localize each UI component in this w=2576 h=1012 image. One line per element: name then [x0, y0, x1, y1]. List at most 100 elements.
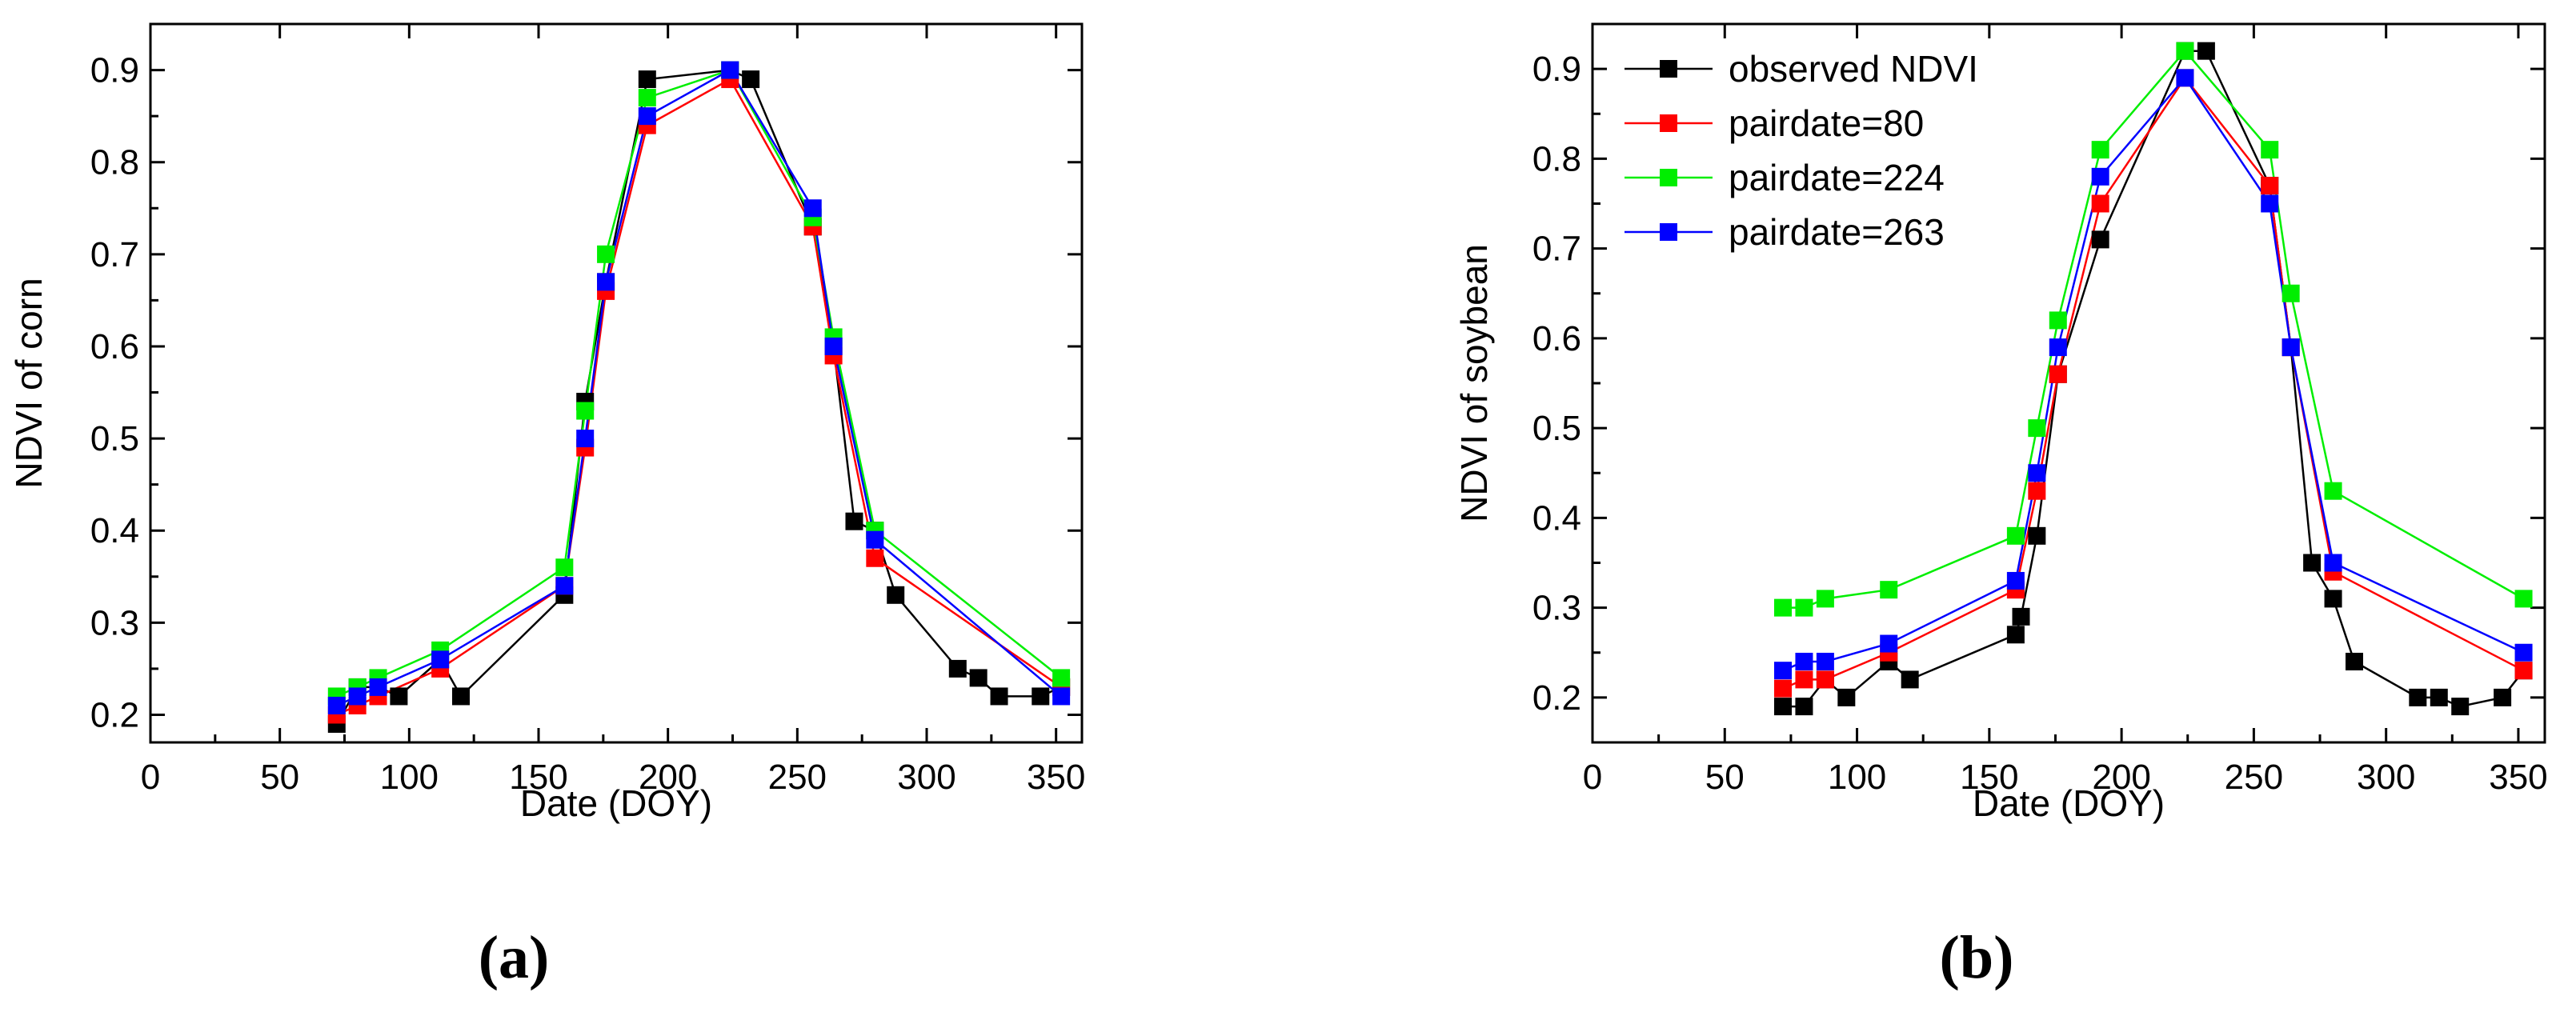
pa-x-tick-label: 250 [768, 758, 827, 797]
pb-data-point-s1 [2028, 482, 2046, 500]
pb-data-point-s2 [2282, 284, 2300, 302]
pa-x-tick-label: 150 [509, 758, 567, 797]
pb-data-point-s0 [2303, 554, 2322, 572]
pb-data-point-s2 [2028, 419, 2046, 438]
pb-data-point-s0 [2346, 652, 2363, 670]
pa-y-tick-label: 0.2 [90, 695, 139, 734]
pa-data-point-s3 [824, 337, 843, 355]
pb-series-line-0 [1783, 50, 2525, 708]
pb-data-point-s0 [1774, 698, 1792, 716]
pa-data-point-s0 [948, 659, 967, 678]
panel-b-chart: 0 50 100 150 200 250 300 350 0.2 0.3 0.4 0.5 0.6 0.7 0… [1453, 22, 2548, 824]
pb-data-point-s3 [2049, 338, 2067, 357]
pb-data-point-s3 [2006, 571, 2025, 590]
pb-y-tick-label: 0.2 [1532, 678, 1581, 718]
pb-y-tick-label: 0.9 [1532, 50, 1581, 89]
pb-x-tick-label: 100 [1828, 758, 1886, 797]
pb-x-tick-label: 250 [2225, 758, 2283, 797]
pa-x-tick-label: 50 [260, 758, 299, 797]
pa-data-point-s0 [887, 586, 905, 604]
pa-y-tick-label: 0.8 [90, 143, 139, 182]
pa-x-tick-label: 0 [141, 758, 160, 797]
pb-legend-marker-1 [1660, 114, 1677, 132]
pa-series-line-1 [336, 78, 1062, 716]
pb-y-tick-label: 0.8 [1532, 139, 1581, 178]
pa-y-tick-label: 0.9 [90, 51, 139, 90]
pa-data-point-s3 [576, 430, 595, 448]
pa-data-point-s0 [990, 687, 1008, 706]
pb-legend-label-2: pairdate=224 [1729, 157, 1945, 198]
pa-series-line-3 [336, 68, 1062, 707]
panel-a-label: (a) [479, 924, 550, 991]
pb-data-point-s2 [2514, 590, 2533, 608]
pb-data-point-s1 [2049, 365, 2067, 383]
pb-data-point-s3 [2324, 554, 2342, 572]
pa-data-point-s3 [866, 530, 884, 549]
pb-data-point-s3 [2261, 194, 2279, 213]
pa-series-line-0 [335, 69, 1062, 725]
pa-x-tick-label: 350 [1027, 758, 1085, 797]
pa-data-point-s2 [597, 245, 615, 263]
pa-data-point-s3 [803, 199, 822, 218]
pb-y-tick-label: 0.6 [1532, 319, 1581, 358]
pb-data-point-s3 [2282, 338, 2300, 357]
pb-data-point-s3 [2028, 464, 2046, 482]
pb-data-point-s0 [2494, 688, 2512, 706]
pb-data-point-s0 [2028, 526, 2046, 545]
pb-data-point-s3 [1774, 662, 1792, 680]
pb-data-point-s3 [2176, 69, 2194, 87]
pb-data-point-s1 [2261, 177, 2279, 195]
pa-series-line-2 [336, 69, 1062, 698]
pa-data-point-s0 [390, 687, 408, 706]
pb-data-point-s2 [2176, 42, 2194, 60]
pb-data-point-s0 [1837, 688, 1856, 706]
panel-b-label: (b) [1940, 924, 2014, 991]
pb-legend-label-3: pairdate=263 [1729, 211, 1945, 253]
pb-y-tick-label: 0.3 [1532, 589, 1581, 628]
pb-data-point-s2 [2006, 526, 2025, 545]
pa-y-tick-label: 0.6 [90, 327, 139, 366]
pa-data-point-s3 [1052, 687, 1071, 706]
pb-data-point-s3 [1795, 652, 1813, 670]
pb-data-point-s1 [1816, 670, 1834, 689]
pb-data-point-s0 [2006, 626, 2025, 644]
pa-x-tick-label: 100 [380, 758, 439, 797]
pa-data-point-s2 [1052, 669, 1071, 687]
pb-data-point-s2 [1816, 590, 1834, 608]
pa-data-point-s0 [845, 512, 863, 530]
pb-x-tick-label: 350 [2489, 758, 2547, 797]
pb-x-tick-label: 50 [1705, 758, 1745, 797]
pb-x-tick-label: 0 [1583, 758, 1602, 797]
pb-x-axis-title: Date (DOY) [1973, 782, 2165, 824]
pa-data-point-s3 [721, 61, 739, 79]
pa-y-axis-title: NDVI of corn [8, 278, 50, 488]
pb-data-point-s0 [2091, 230, 2109, 249]
pa-data-point-s0 [638, 70, 656, 89]
pa-data-point-s0 [742, 70, 760, 89]
pb-y-tick-label: 0.4 [1532, 498, 1581, 538]
pb-data-point-s0 [2451, 698, 2470, 716]
pa-plot-frame [149, 22, 1084, 744]
pb-data-point-s1 [2514, 662, 2533, 680]
pa-data-point-s3 [327, 696, 346, 714]
pb-data-point-s3 [2091, 167, 2109, 186]
pa-data-point-s3 [638, 107, 656, 126]
pb-data-point-s2 [2049, 311, 2067, 330]
pa-data-point-s3 [431, 650, 450, 669]
pa-y-tick-label: 0.4 [90, 511, 139, 550]
pb-data-point-s0 [2430, 688, 2448, 706]
pb-data-point-s2 [2261, 141, 2279, 159]
pa-data-point-s3 [597, 273, 615, 291]
pb-y-tick-label: 0.7 [1532, 230, 1581, 269]
pb-legend-label-1: pairdate=80 [1729, 102, 1924, 144]
pb-data-point-s0 [2324, 590, 2342, 608]
pb-legend-label-0: observed NDVI [1729, 48, 1978, 90]
pb-data-point-s0 [2409, 688, 2427, 706]
pb-data-point-s1 [1795, 670, 1813, 689]
pb-data-point-s2 [1795, 598, 1813, 617]
pb-data-point-s2 [1880, 581, 1898, 599]
pb-data-point-s0 [1795, 698, 1813, 716]
pb-data-point-s2 [2324, 482, 2342, 500]
